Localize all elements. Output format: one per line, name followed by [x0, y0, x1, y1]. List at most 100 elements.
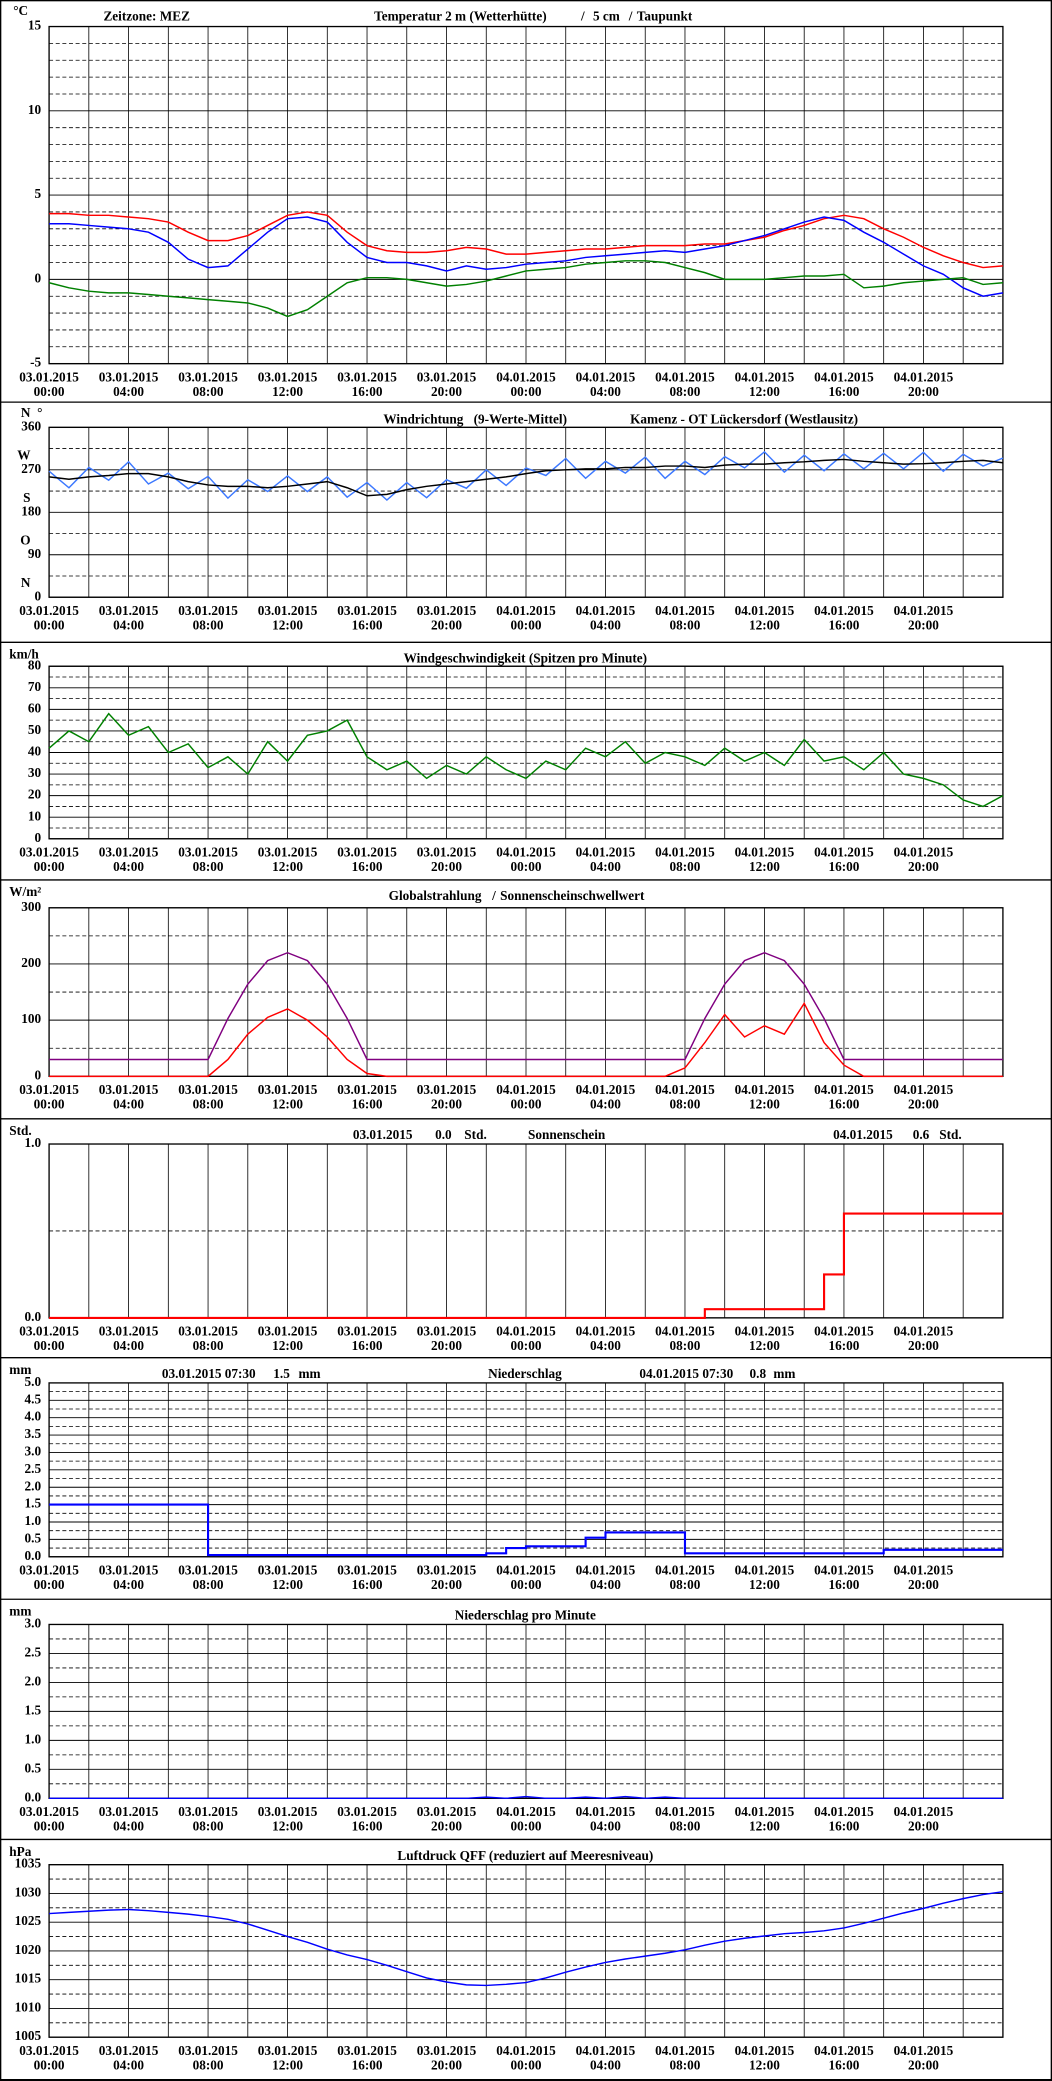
- x-tick-date: 04.01.2015: [814, 1082, 874, 1097]
- y-tick-label: 10: [28, 102, 42, 117]
- y-tick-label: 0.0: [25, 1548, 42, 1563]
- x-tick-date: 04.01.2015: [814, 1562, 874, 1577]
- x-tick-time: 08:00: [670, 2057, 701, 2072]
- x-tick-date: 04.01.2015: [735, 1082, 795, 1097]
- x-tick-time: 00:00: [34, 859, 65, 874]
- x-tick-time: 12:00: [272, 859, 303, 874]
- x-tick-time: 20:00: [908, 1819, 939, 1834]
- x-tick-time: 04:00: [590, 1338, 621, 1353]
- x-tick-time: 12:00: [749, 617, 780, 632]
- x-tick-time: 12:00: [749, 1819, 780, 1834]
- y-tick-label: 3.5: [25, 1426, 42, 1441]
- title-text: Niederschlag: [488, 1366, 562, 1381]
- x-tick-date: 04.01.2015: [496, 2043, 556, 2058]
- plot-frame: [48, 1623, 1004, 1799]
- x-tick-date: 03.01.2015: [178, 603, 238, 618]
- x-tick-date: 03.01.2015: [417, 1804, 477, 1819]
- x-tick-time: 00:00: [34, 2057, 65, 2072]
- series-line: [48, 458, 1004, 497]
- x-tick-time: 16:00: [352, 384, 383, 399]
- y-direction-label: O: [20, 533, 30, 548]
- x-tick-time: 16:00: [352, 1338, 383, 1353]
- x-tick-date: 04.01.2015: [894, 2043, 954, 2058]
- x-tick-time: 04:00: [113, 1097, 144, 1112]
- y-tick-label: 0.5: [25, 1530, 42, 1545]
- x-tick-time: 08:00: [670, 1338, 701, 1353]
- y-tick-label: 70: [28, 679, 42, 694]
- x-tick-time: 12:00: [749, 384, 780, 399]
- series-line: [48, 450, 1004, 501]
- y-tick-label: 360: [21, 418, 41, 433]
- x-tick-date: 03.01.2015: [19, 603, 79, 618]
- x-tick-time: 12:00: [749, 1097, 780, 1112]
- x-tick-time: 04:00: [590, 1097, 621, 1112]
- x-tick-date: 04.01.2015: [894, 1562, 954, 1577]
- x-tick-date: 03.01.2015: [417, 369, 477, 384]
- title-text: Globalstrahlung: [389, 888, 482, 903]
- x-tick-time: 00:00: [511, 1097, 542, 1112]
- x-tick-date: 04.01.2015: [496, 1562, 556, 1577]
- x-tick-time: 04:00: [113, 384, 144, 399]
- x-tick-time: 16:00: [828, 2057, 859, 2072]
- x-tick-date: 03.01.2015: [99, 1324, 159, 1339]
- x-tick-date: 04.01.2015: [576, 1562, 636, 1577]
- x-tick-date: 04.01.2015: [735, 2043, 795, 2058]
- x-tick-date: 03.01.2015: [99, 844, 159, 859]
- x-tick-date: 04.01.2015: [814, 2043, 874, 2058]
- y-tick-label: 1.0: [25, 1731, 42, 1746]
- x-tick-time: 20:00: [431, 1819, 462, 1834]
- title-text: /: [580, 8, 585, 23]
- x-tick-time: 12:00: [749, 2057, 780, 2072]
- title-text: 04.01.2015 07:30: [639, 1366, 733, 1381]
- series-line: [49, 1795, 1003, 1800]
- x-tick-date: 04.01.2015: [496, 603, 556, 618]
- x-tick-date: 03.01.2015: [258, 844, 318, 859]
- y-tick-label: 1015: [15, 1971, 42, 1986]
- y-tick-label: 20: [28, 787, 42, 802]
- y-tick-label: 3.0: [25, 1615, 42, 1630]
- x-tick-time: 16:00: [828, 1577, 859, 1592]
- x-tick-time: 08:00: [670, 1819, 701, 1834]
- x-tick-date: 03.01.2015: [258, 369, 318, 384]
- x-tick-date: 04.01.2015: [894, 844, 954, 859]
- series-line: [48, 712, 1004, 808]
- title-text: Kamenz - OT Lückersdorf (Westlausitz): [630, 412, 858, 427]
- x-tick-date: 03.01.2015: [258, 1562, 318, 1577]
- y-direction-label: N: [21, 405, 31, 420]
- x-tick-date: 03.01.2015: [99, 369, 159, 384]
- plot-frame: [48, 25, 1004, 365]
- y-tick-label: 2.5: [25, 1461, 42, 1476]
- series-line: [49, 1212, 1003, 1319]
- x-tick-date: 04.01.2015: [655, 369, 715, 384]
- x-tick-time: 04:00: [590, 1577, 621, 1592]
- x-tick-time: 00:00: [511, 1338, 542, 1353]
- x-tick-date: 04.01.2015: [576, 1804, 636, 1819]
- x-tick-time: 08:00: [670, 1577, 701, 1592]
- title-text: Niederschlag pro Minute: [455, 1608, 596, 1623]
- x-tick-time: 04:00: [113, 617, 144, 632]
- x-tick-time: 00:00: [34, 384, 65, 399]
- x-tick-date: 03.01.2015: [258, 603, 318, 618]
- x-tick-date: 03.01.2015: [337, 1082, 397, 1097]
- y-tick-label: -5: [30, 355, 41, 370]
- x-tick-date: 03.01.2015: [258, 1082, 318, 1097]
- y-tick-label: 0: [35, 270, 42, 285]
- x-tick-date: 03.01.2015: [417, 844, 477, 859]
- title-text: mm: [298, 1366, 320, 1381]
- x-tick-time: 00:00: [511, 384, 542, 399]
- x-tick-time: 04:00: [590, 1819, 621, 1834]
- title-text: Std.: [939, 1127, 961, 1142]
- x-tick-date: 04.01.2015: [576, 369, 636, 384]
- y-tick-label: 0.5: [25, 1760, 42, 1775]
- x-tick-date: 04.01.2015: [735, 603, 795, 618]
- x-tick-date: 03.01.2015: [178, 2043, 238, 2058]
- title-text: 0.8: [750, 1366, 767, 1381]
- y-direction-label: N: [21, 575, 31, 590]
- title-text: Sonnenscheinschwellwert: [500, 888, 645, 903]
- x-tick-time: 12:00: [272, 1577, 303, 1592]
- x-tick-time: 20:00: [431, 1338, 462, 1353]
- x-tick-time: 20:00: [908, 2057, 939, 2072]
- title-text: 03.01.2015: [353, 1127, 413, 1142]
